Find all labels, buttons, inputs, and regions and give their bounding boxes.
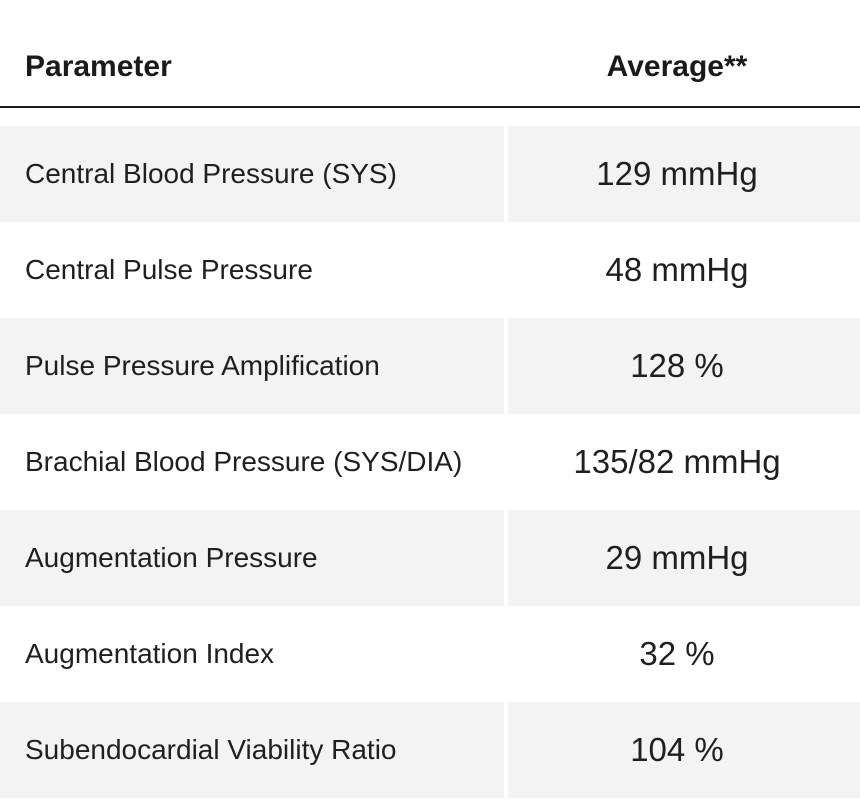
average-cell: 48 mmHg — [605, 251, 749, 288]
table-row: Subendocardial Viability Ratio 104 % — [0, 702, 860, 798]
column-divider — [504, 318, 508, 414]
average-cell: 29 mmHg — [508, 510, 860, 606]
table-row: Brachial Blood Pressure (SYS/DIA) 135/82… — [0, 414, 860, 510]
average-column-header: Average** — [606, 50, 748, 83]
average-cell: 32 % — [639, 635, 715, 672]
column-divider — [504, 702, 508, 798]
average-cell: 129 mmHg — [508, 126, 860, 222]
parameter-cell: Central Pulse Pressure — [25, 254, 313, 285]
table-row: Augmentation Index 32 % — [0, 606, 860, 702]
parameter-cell: Subendocardial Viability Ratio — [0, 702, 504, 798]
average-cell: 135/82 mmHg — [573, 443, 781, 480]
parameter-cell: Augmentation Index — [25, 638, 275, 669]
column-divider — [504, 414, 508, 510]
column-divider — [504, 126, 508, 222]
table-row: Pulse Pressure Amplification 128 % — [0, 318, 860, 414]
parameter-cell: Brachial Blood Pressure (SYS/DIA) — [25, 446, 463, 477]
column-divider — [504, 222, 508, 318]
average-cell: 104 % — [508, 702, 860, 798]
table-row: Augmentation Pressure 29 mmHg — [0, 510, 860, 606]
parameter-cell: Pulse Pressure Amplification — [0, 318, 504, 414]
parameter-cell: Central Blood Pressure (SYS) — [0, 126, 504, 222]
table-header: Parameter Average** — [0, 0, 860, 108]
table-row: Central Blood Pressure (SYS) 129 mmHg — [0, 126, 860, 222]
parameter-cell: Augmentation Pressure — [0, 510, 504, 606]
column-divider — [504, 606, 508, 702]
column-divider — [504, 510, 508, 606]
header-spacer — [0, 108, 860, 126]
average-cell: 128 % — [508, 318, 860, 414]
table-row: Central Pulse Pressure 48 mmHg — [0, 222, 860, 318]
parameter-column-header: Parameter — [25, 50, 172, 83]
